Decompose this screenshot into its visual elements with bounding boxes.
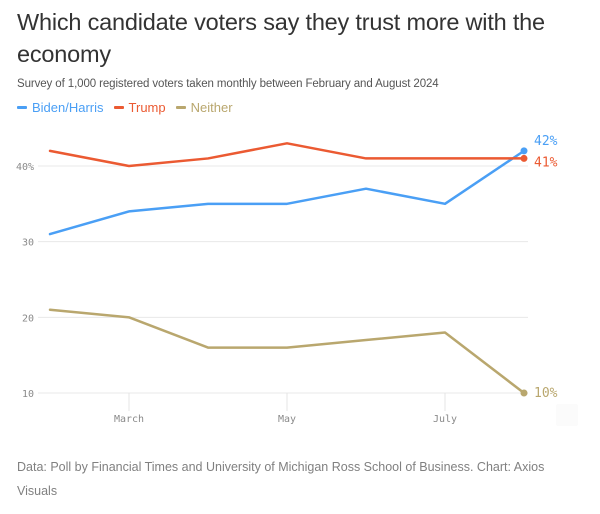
legend-item-neither: Neither	[175, 100, 233, 115]
end-label-trump: 41%	[534, 155, 558, 170]
legend-item-trump: Trump	[113, 100, 166, 115]
series-line-biden-harris	[48, 149, 526, 236]
endpoint-dot-biden-harris	[520, 147, 528, 155]
legend-label-neither: Neither	[190, 100, 233, 115]
series-endpoints: 42% 41% 10%	[520, 134, 558, 401]
end-label-neither: 10%	[534, 386, 558, 401]
legend-label-biden-harris: Biden/Harris	[32, 100, 104, 115]
expand-icon[interactable]	[556, 404, 578, 426]
y-tick-label: 20	[22, 313, 34, 324]
legend: Biden/Harris Trump Neither	[17, 100, 233, 115]
endpoint-dot-trump	[520, 154, 528, 162]
y-axis-ticks: 10 20 30 40%	[16, 162, 34, 400]
x-tick-label: March	[114, 414, 144, 425]
legend-swatch-neither	[175, 106, 186, 109]
series-lines	[48, 142, 526, 395]
legend-swatch-biden-harris	[17, 106, 27, 109]
chart-subtitle: Survey of 1,000 registered voters taken …	[17, 78, 439, 90]
x-tick-label: July	[433, 414, 457, 425]
line-chart: 10 20 30 40% March May July 42% 41% 10%	[16, 134, 558, 425]
y-tick-label: 30	[22, 238, 34, 249]
end-label-biden-harris: 42%	[534, 134, 558, 149]
source-note: Data: Poll by Financial Times and Univer…	[17, 460, 545, 498]
chart-title: Which candidate voters say they trust mo…	[17, 9, 545, 67]
y-tick-label: 40%	[16, 162, 34, 173]
x-axis-ticks: March May July	[114, 393, 457, 425]
legend-swatch-trump	[113, 106, 124, 109]
legend-label-trump: Trump	[128, 100, 166, 115]
y-tick-label: 10	[22, 389, 34, 400]
series-line-trump	[48, 142, 526, 168]
gridlines	[38, 165, 528, 394]
endpoint-dot-neither	[520, 389, 528, 397]
series-line-neither	[48, 308, 526, 395]
x-tick-label: May	[278, 414, 296, 425]
legend-item-biden-harris: Biden/Harris	[17, 100, 104, 115]
